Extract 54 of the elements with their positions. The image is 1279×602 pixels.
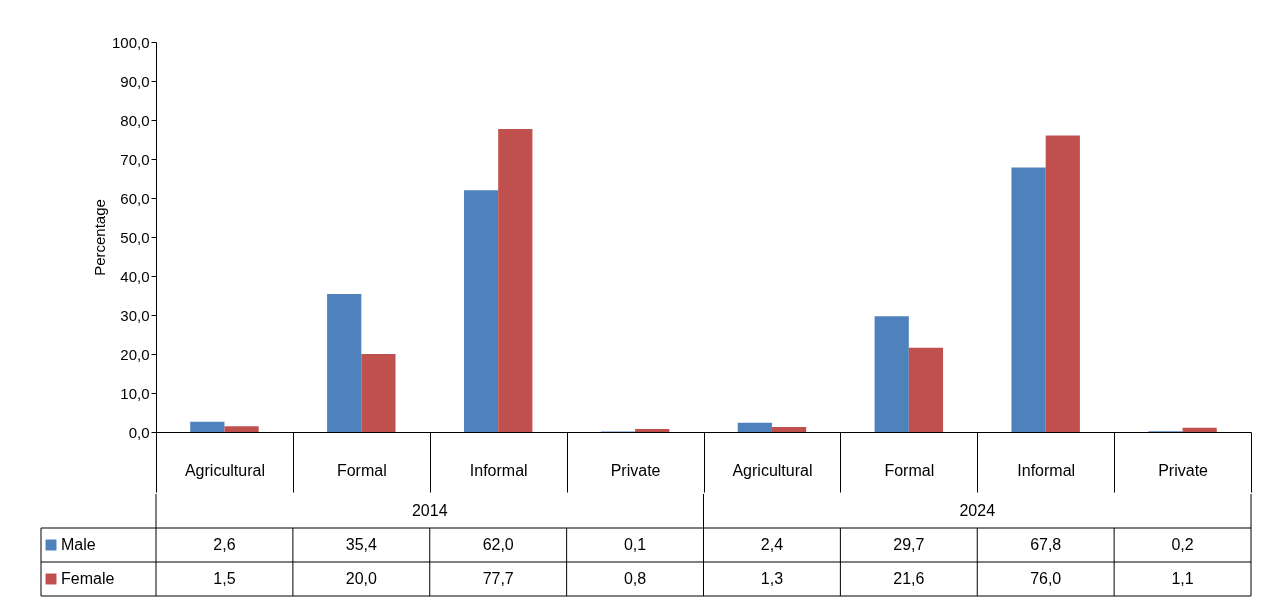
text: 2014 <box>411 502 448 519</box>
data-label: 20,0 <box>345 570 377 587</box>
x-tick-label: Formal <box>336 461 387 479</box>
x-tick-label: Private <box>1158 461 1209 479</box>
data-label: 77,7 <box>482 570 514 587</box>
x-tick-label: Private <box>610 461 661 479</box>
bar <box>190 421 225 432</box>
x-tick-label: Agricultural <box>732 461 813 479</box>
y-tick-label: 100,0 <box>111 33 150 51</box>
data-label: 67,8 <box>1030 536 1062 553</box>
bar <box>874 316 909 432</box>
bar <box>327 293 362 432</box>
legend-label: Male <box>61 536 96 553</box>
data-label: 1,3 <box>760 570 784 587</box>
data-label: 29,7 <box>893 536 925 553</box>
y-axis-title: Percentage <box>90 199 108 276</box>
bar <box>635 428 670 432</box>
y-tick-label: 90,0 <box>120 72 150 90</box>
data-label: 2,6 <box>213 536 236 553</box>
y-tick-label: 80,0 <box>120 111 150 129</box>
data-label: 1,1 <box>1171 570 1194 587</box>
bar <box>771 426 807 432</box>
bar <box>463 190 499 432</box>
bar <box>224 426 259 432</box>
x-tick-label: Informal <box>1017 461 1076 479</box>
data-label: 21,6 <box>893 570 925 587</box>
bar <box>498 128 533 432</box>
data-label: 35,4 <box>345 536 377 553</box>
y-tick-label: 30,0 <box>120 306 150 324</box>
text: 2024 <box>959 502 996 519</box>
legend-label: Female <box>61 570 115 587</box>
bar <box>1182 427 1217 432</box>
y-tick-label: 40,0 <box>120 267 150 285</box>
y-tick-label: 70,0 <box>120 150 150 168</box>
y-tick-label: 60,0 <box>120 189 150 207</box>
bar <box>361 354 396 432</box>
bar <box>1011 167 1046 432</box>
data-label: 2,4 <box>760 536 784 553</box>
data-label: 76,0 <box>1030 570 1062 587</box>
y-tick-label: 20,0 <box>120 345 150 363</box>
x-tick-label: Agricultural <box>184 461 265 479</box>
bar <box>737 422 772 432</box>
y-tick-label: 0,0 <box>128 423 150 441</box>
x-tick-label: Informal <box>469 461 528 479</box>
data-label: 1,5 <box>213 570 236 587</box>
bar <box>908 347 944 432</box>
y-tick-label: 50,0 <box>120 228 150 246</box>
data-label: 62,0 <box>482 536 514 553</box>
data-label: 0,2 <box>1171 536 1194 553</box>
data-label: 0,1 <box>623 536 647 553</box>
x-tick-label: Formal <box>884 461 935 479</box>
data-label: 0,8 <box>623 570 647 587</box>
y-tick-label: 10,0 <box>120 384 150 402</box>
bar <box>1045 135 1080 432</box>
